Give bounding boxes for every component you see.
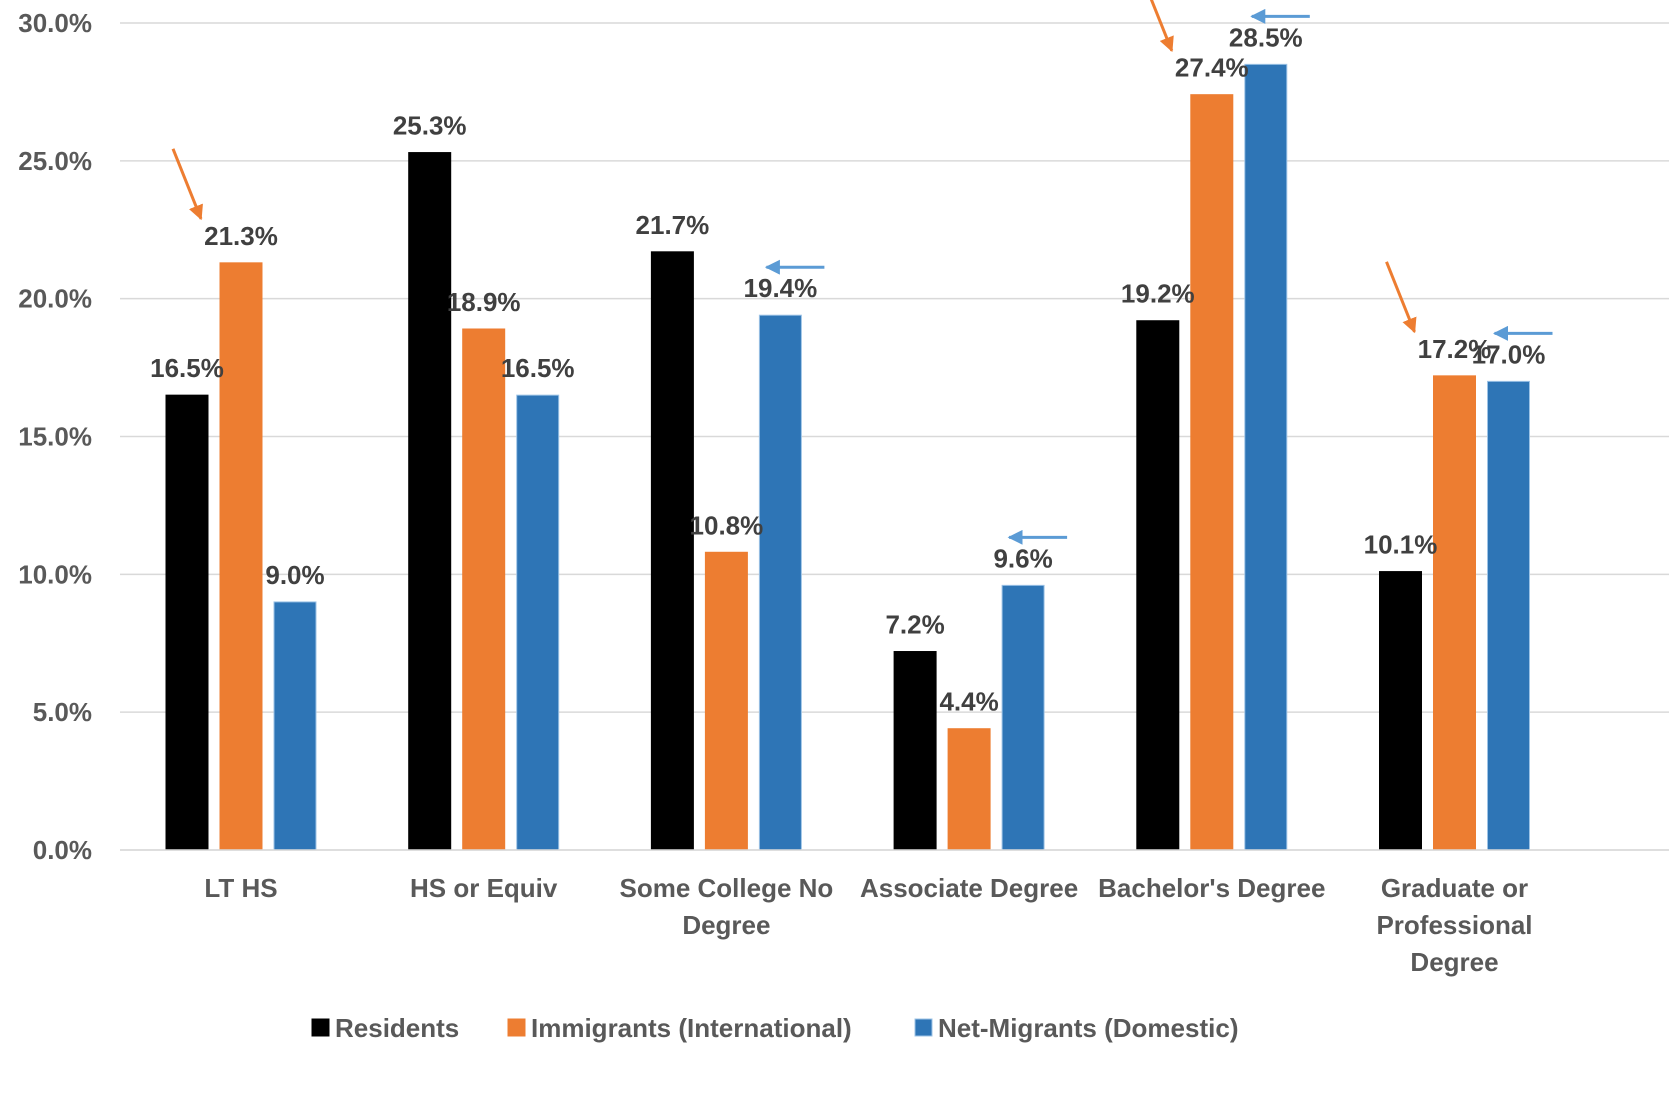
- annotation-arrows: [171, 0, 1553, 545]
- legend-label: Residents: [335, 1013, 459, 1043]
- bar-net-migrants-domestic: [273, 601, 317, 851]
- bar-residents: [165, 394, 209, 851]
- legend-swatch: [311, 1018, 330, 1037]
- bar-immigrants-international: [219, 262, 263, 851]
- annotation-arrow: [1385, 261, 1417, 334]
- bar-immigrants-international: [704, 551, 748, 851]
- x-axis: LT HS HS or Equiv Some College No Degree Ass…: [120, 849, 1669, 977]
- y-tick-label: 5.0%: [33, 697, 92, 727]
- bar-net-migrants-domestic: [516, 394, 560, 851]
- bar-residents: [1379, 571, 1422, 851]
- y-tick-label: 30.0%: [18, 8, 92, 38]
- legend-swatch: [507, 1018, 526, 1037]
- y-tick-label: 0.0%: [33, 835, 92, 865]
- bars: [165, 63, 1530, 851]
- bar-residents: [650, 251, 694, 851]
- x-category-label: Graduate or Professional Degree: [1376, 873, 1532, 977]
- bar-net-migrants-domestic: [758, 314, 802, 851]
- data-label: 18.9%: [447, 287, 521, 317]
- data-label: 10.8%: [690, 510, 764, 540]
- bar-immigrants-international: [1190, 94, 1234, 851]
- bar-net-migrants-domestic: [1001, 584, 1045, 851]
- data-label: 28.5%: [1229, 22, 1303, 52]
- data-label: 27.4%: [1175, 53, 1249, 83]
- y-tick-label: 25.0%: [18, 146, 92, 176]
- bar-net-migrants-domestic: [1487, 380, 1530, 851]
- data-label: 19.4%: [744, 273, 818, 303]
- legend-swatch: [914, 1018, 933, 1037]
- data-label: 9.6%: [993, 543, 1052, 573]
- y-tick-label: 15.0%: [18, 422, 92, 452]
- x-category-label: Associate Degree: [860, 873, 1078, 903]
- bar-residents: [893, 651, 937, 851]
- bar-immigrants-international: [947, 728, 991, 851]
- bar-residents: [408, 152, 452, 851]
- x-category-label: HS or Equiv: [410, 873, 558, 903]
- x-category-label: Some College No Degree: [619, 873, 833, 940]
- x-category-label: Bachelor's Degree: [1098, 873, 1325, 903]
- y-tick-label: 10.0%: [18, 559, 92, 589]
- bar-net-migrants-domestic: [1244, 63, 1288, 851]
- data-label: 4.4%: [939, 687, 998, 717]
- legend-label: Net-Migrants (Domestic): [938, 1013, 1238, 1043]
- bar-immigrants-international: [1433, 375, 1476, 851]
- data-label: 17.2%: [1418, 334, 1492, 364]
- legend-label: Immigrants (International): [531, 1013, 852, 1043]
- data-label: 25.3%: [393, 111, 467, 141]
- data-label: 21.7%: [636, 210, 710, 240]
- bar-immigrants-international: [462, 328, 506, 851]
- bar-residents: [1136, 320, 1180, 851]
- data-label: 10.1%: [1364, 530, 1438, 560]
- legend: Residents Immigrants (International) Net-M…: [311, 1013, 1238, 1043]
- data-labels: 16.5% 25.3% 21.7% 7.2% 19.2% 10.1% 21.3% 18.9% 1…: [150, 22, 1545, 716]
- annotation-arrow: [1149, 0, 1174, 53]
- data-label: 9.0%: [265, 560, 324, 590]
- data-label: 17.0%: [1472, 339, 1546, 369]
- data-label: 7.2%: [885, 610, 944, 640]
- data-label: 16.5%: [150, 353, 224, 383]
- y-axis: 0.0% 5.0% 10.0% 15.0% 20.0% 25.0% 30.0%: [18, 8, 92, 865]
- data-label: 19.2%: [1121, 279, 1195, 309]
- y-tick-label: 20.0%: [18, 284, 92, 314]
- data-label: 21.3%: [204, 221, 278, 251]
- x-category-label: LT HS: [204, 873, 277, 903]
- gridlines: [120, 22, 1669, 851]
- annotation-arrow: [171, 148, 203, 221]
- data-label: 16.5%: [501, 353, 575, 383]
